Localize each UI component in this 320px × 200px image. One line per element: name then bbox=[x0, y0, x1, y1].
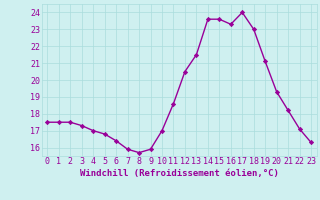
X-axis label: Windchill (Refroidissement éolien,°C): Windchill (Refroidissement éolien,°C) bbox=[80, 169, 279, 178]
